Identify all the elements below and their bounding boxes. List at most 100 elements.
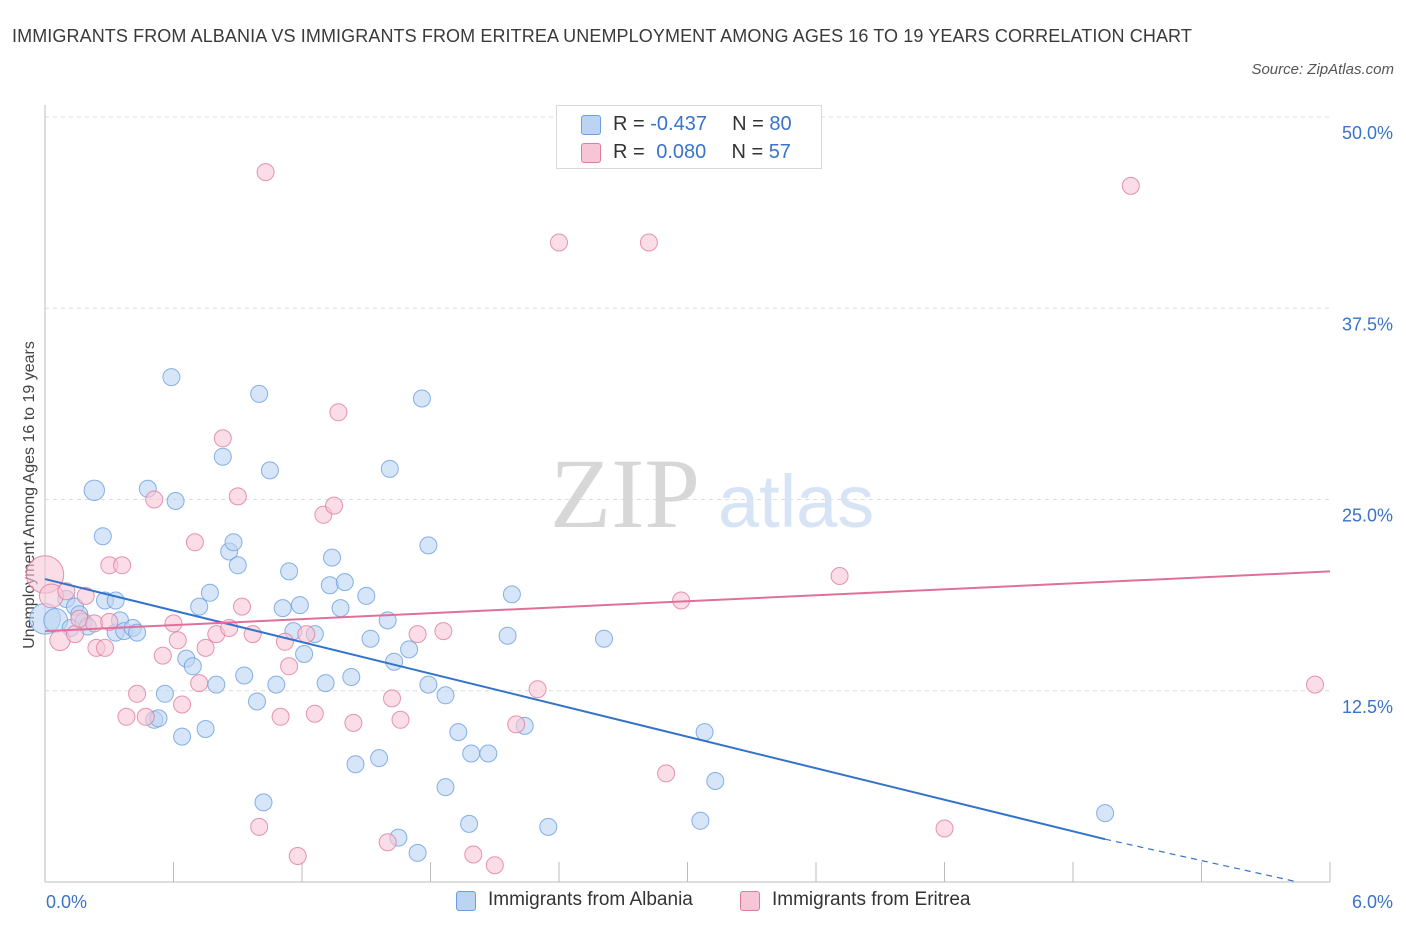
albania-point: [267, 675, 286, 694]
albania-point: [93, 527, 112, 546]
legend-r-label: R =: [613, 113, 651, 135]
albania-point: [173, 727, 192, 746]
eritrea-point: [383, 689, 401, 708]
eritrea-point: [228, 487, 247, 506]
eritrea-point: [128, 684, 147, 703]
albania-point: [412, 389, 431, 408]
albania-legend-label: Immigrants from Albania: [488, 889, 693, 910]
albania-point: [323, 548, 341, 567]
eritrea-point: [305, 704, 324, 723]
eritrea-point: [145, 490, 164, 509]
eritrea-point: [550, 233, 568, 252]
albania-point: [361, 629, 380, 648]
eritrea-point: [233, 597, 251, 616]
eritrea-point: [164, 614, 183, 633]
eritrea-point: [391, 710, 410, 729]
eritrea-trend-line: [44, 570, 1331, 633]
albania-point: [190, 597, 209, 616]
albania-point: [162, 368, 181, 387]
albania-point: [335, 573, 354, 592]
chart-source: Source: ZipAtlas.com: [1251, 61, 1394, 78]
albania-point: [380, 459, 399, 478]
legend-r-value-albania: -0.437: [650, 113, 707, 135]
albania-point: [331, 599, 350, 618]
albania-point: [498, 626, 517, 645]
eritrea-point: [153, 646, 172, 665]
eritrea-point: [280, 657, 299, 676]
albania-trend-line: [44, 578, 1106, 841]
eritrea-point: [57, 582, 76, 601]
eritrea-point: [1306, 675, 1324, 694]
eritrea-point: [657, 764, 676, 783]
y-tick-label: 25.0%: [1342, 506, 1393, 526]
eritrea-point: [408, 625, 427, 644]
albania-point: [196, 720, 215, 738]
albania-point: [502, 585, 521, 604]
albania-point: [400, 640, 419, 659]
albania-point: [342, 668, 361, 686]
y-tick-label: 12.5%: [1342, 697, 1393, 717]
albania-point: [320, 576, 339, 595]
y-tick-label: 50.0%: [1342, 123, 1393, 143]
albania-point: [273, 599, 292, 618]
legend-n-label: N =: [732, 113, 770, 135]
eritrea-point: [325, 496, 344, 515]
albania-point: [479, 744, 498, 763]
albania-point: [207, 675, 226, 694]
x-tick-label: 0.0%: [46, 892, 87, 912]
albania-point: [183, 657, 202, 676]
albania-point: [462, 744, 481, 763]
albania-point: [155, 684, 174, 703]
albania-point: [695, 723, 714, 742]
albania-point: [436, 778, 455, 797]
albania-point: [449, 723, 468, 742]
eritrea-point: [639, 233, 658, 252]
eritrea-point: [1121, 176, 1140, 195]
albania-point: [346, 755, 365, 774]
albania-point: [295, 645, 314, 663]
legend-n-value-eritrea: 57: [768, 141, 791, 163]
albania-point: [595, 629, 613, 648]
eritrea-point: [70, 609, 89, 628]
eritrea-point: [96, 638, 114, 657]
watermark-atlas: atlas: [718, 460, 874, 543]
albania-point: [419, 536, 438, 555]
eritrea-point: [464, 845, 483, 864]
albania-point: [254, 793, 273, 812]
y-tick-label: 37.5%: [1342, 314, 1393, 334]
eritrea-point: [329, 403, 348, 422]
eritrea-point: [173, 695, 192, 714]
eritrea-point: [66, 625, 84, 644]
albania-point: [260, 461, 279, 480]
albania-point: [83, 479, 106, 501]
legend-r-label: R =: [613, 141, 651, 163]
albania-point: [385, 652, 404, 671]
eritrea-point: [117, 707, 136, 726]
x-tick-label: 6.0%: [1352, 892, 1393, 912]
albania-point: [436, 686, 455, 705]
eritrea-point: [136, 707, 155, 726]
albania-point: [357, 586, 376, 605]
albania-point: [706, 772, 725, 790]
albania-point: [250, 384, 269, 403]
eritrea-legend-label: Immigrants from Eritrea: [772, 889, 971, 910]
albania-point: [316, 674, 335, 693]
eritrea-point: [344, 713, 363, 732]
albania-point: [460, 814, 479, 833]
watermark: ZIP atlas: [550, 438, 874, 549]
albania-point: [280, 562, 299, 581]
data-points: [25, 163, 1324, 875]
eritrea-point: [528, 680, 547, 699]
eritrea-point: [434, 622, 453, 641]
watermark-zip: ZIP: [550, 438, 700, 549]
albania-point: [539, 817, 558, 836]
eritrea-legend-swatch: [740, 891, 760, 911]
albania-point: [370, 749, 389, 768]
albania-point: [228, 556, 247, 575]
trend-lines: [44, 570, 1331, 883]
eritrea-point: [507, 715, 526, 734]
tick-labels: 12.5% 25.0% 37.5% 50.0% 0.0% 6.0%: [46, 123, 1393, 912]
eritrea-point: [271, 707, 290, 726]
albania-point: [290, 596, 309, 615]
